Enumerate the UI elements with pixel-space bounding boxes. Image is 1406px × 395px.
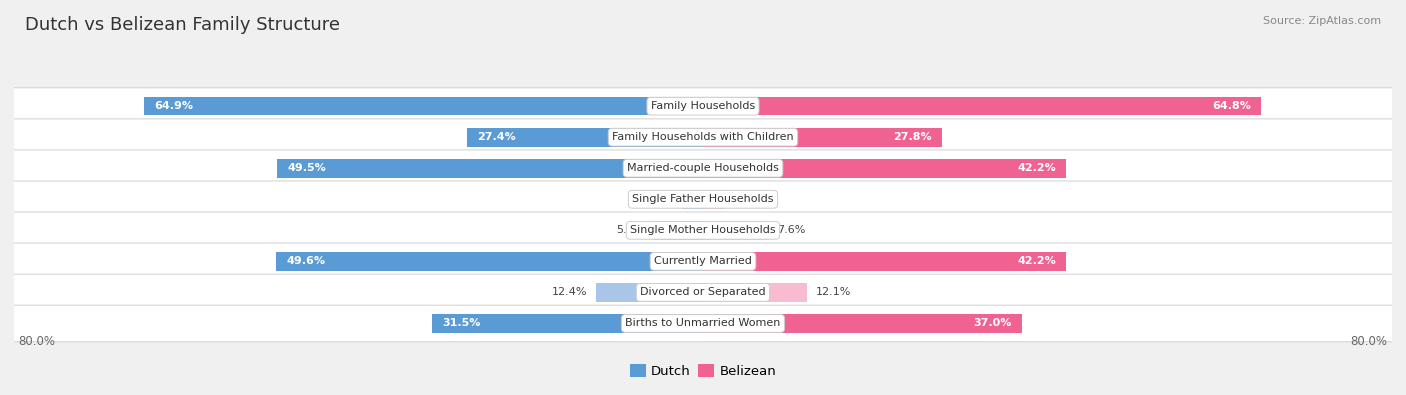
Bar <box>703 97 1261 115</box>
Text: 42.2%: 42.2% <box>1018 163 1056 173</box>
Text: 49.6%: 49.6% <box>287 256 325 266</box>
Text: 37.0%: 37.0% <box>973 318 1011 329</box>
Text: Family Households with Children: Family Households with Children <box>612 132 794 142</box>
Bar <box>276 252 703 271</box>
FancyBboxPatch shape <box>8 212 1398 248</box>
FancyBboxPatch shape <box>8 181 1398 218</box>
Bar <box>703 190 725 209</box>
Text: 5.8%: 5.8% <box>616 225 644 235</box>
Bar <box>432 314 703 333</box>
Text: 27.8%: 27.8% <box>893 132 932 142</box>
Text: Births to Unmarried Women: Births to Unmarried Women <box>626 318 780 329</box>
FancyBboxPatch shape <box>8 274 1398 311</box>
Bar <box>143 97 703 115</box>
Text: 12.1%: 12.1% <box>815 288 851 297</box>
Text: Currently Married: Currently Married <box>654 256 752 266</box>
Bar <box>703 252 1066 271</box>
Text: 2.6%: 2.6% <box>734 194 762 204</box>
FancyBboxPatch shape <box>8 88 1398 124</box>
Bar <box>703 283 807 302</box>
Text: 27.4%: 27.4% <box>478 132 516 142</box>
Bar <box>277 159 703 178</box>
Text: 31.5%: 31.5% <box>441 318 481 329</box>
Text: 49.5%: 49.5% <box>287 163 326 173</box>
Bar <box>703 128 942 147</box>
Bar <box>703 159 1066 178</box>
Bar <box>652 221 703 240</box>
Text: Family Households: Family Households <box>651 101 755 111</box>
FancyBboxPatch shape <box>8 150 1398 186</box>
Text: 64.9%: 64.9% <box>155 101 194 111</box>
Text: Married-couple Households: Married-couple Households <box>627 163 779 173</box>
Text: Divorced or Separated: Divorced or Separated <box>640 288 766 297</box>
Text: 12.4%: 12.4% <box>553 288 588 297</box>
Text: 42.2%: 42.2% <box>1018 256 1056 266</box>
Text: 80.0%: 80.0% <box>1351 335 1388 348</box>
Text: 7.6%: 7.6% <box>778 225 806 235</box>
Text: 64.8%: 64.8% <box>1212 101 1251 111</box>
Bar <box>596 283 703 302</box>
FancyBboxPatch shape <box>8 243 1398 280</box>
Text: Source: ZipAtlas.com: Source: ZipAtlas.com <box>1263 16 1381 26</box>
Text: Single Father Households: Single Father Households <box>633 194 773 204</box>
Legend: Dutch, Belizean: Dutch, Belizean <box>630 364 776 378</box>
Bar <box>703 314 1022 333</box>
FancyBboxPatch shape <box>8 119 1398 156</box>
Text: 2.4%: 2.4% <box>645 194 673 204</box>
FancyBboxPatch shape <box>8 305 1398 342</box>
Text: Single Mother Households: Single Mother Households <box>630 225 776 235</box>
Bar <box>467 128 703 147</box>
Text: 80.0%: 80.0% <box>18 335 55 348</box>
Text: Dutch vs Belizean Family Structure: Dutch vs Belizean Family Structure <box>25 16 340 34</box>
Bar <box>703 221 769 240</box>
Bar <box>682 190 703 209</box>
